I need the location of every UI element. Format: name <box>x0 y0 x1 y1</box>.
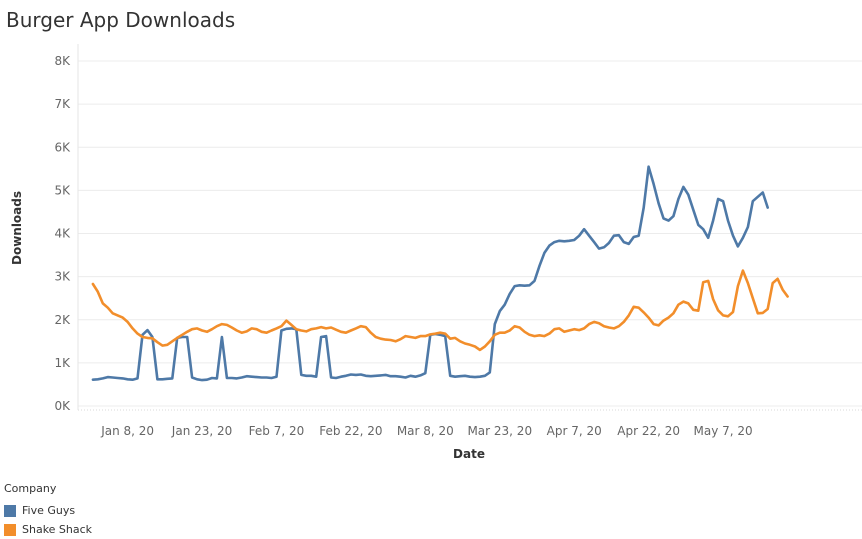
legend-label: Five Guys <box>22 504 76 517</box>
legend-label: Shake Shack <box>22 523 93 536</box>
y-tick-label: 6K <box>54 140 71 154</box>
y-tick-label: 1K <box>54 356 71 370</box>
x-tick-label: Mar 8, 20 <box>397 424 454 438</box>
x-tick-label: May 7, 20 <box>693 424 752 438</box>
x-axis-ticks: Jan 8, 20 Jan 23, 20 Feb 7, 20 Feb 22, 20 Ma… <box>100 424 752 438</box>
chart-title: Burger App Downloads <box>6 8 236 32</box>
y-tick-label: 8K <box>54 54 71 68</box>
y-tick-label: 3K <box>54 270 71 284</box>
gridlines <box>77 44 862 411</box>
x-tick-label: Feb 22, 20 <box>319 424 382 438</box>
y-axis-ticks: 0K 1K 2K 3K 4K 5K 6K 7K 8K <box>54 54 71 413</box>
x-axis-title: Date <box>453 447 485 461</box>
x-tick-label: Feb 7, 20 <box>249 424 305 438</box>
series-line-shake-shack[interactable] <box>91 269 789 352</box>
legend-swatch-shake-shack <box>4 523 16 536</box>
y-tick-label: 5K <box>54 183 71 197</box>
legend-swatch-five-guys <box>4 504 16 517</box>
y-tick-label: 4K <box>54 227 71 241</box>
x-tick-label: Apr 22, 20 <box>617 424 680 438</box>
series-line-five-guys[interactable] <box>91 165 770 382</box>
x-tick-label: Jan 23, 20 <box>171 424 232 438</box>
series-lines <box>91 165 789 382</box>
x-tick-label: Jan 8, 20 <box>100 424 154 438</box>
x-tick-label: Apr 7, 20 <box>547 424 602 438</box>
legend: Company Five Guys Shake Shack <box>4 482 92 539</box>
y-axis-title: Downloads <box>10 191 24 265</box>
x-tick-label: Mar 23, 20 <box>467 424 532 438</box>
legend-title: Company <box>4 482 57 495</box>
y-tick-label: 2K <box>54 313 71 327</box>
y-tick-label: 7K <box>54 97 71 111</box>
y-tick-label: 0K <box>54 399 71 413</box>
legend-item-shake-shack[interactable]: Shake Shack <box>4 520 92 539</box>
line-chart: 0K 1K 2K 3K 4K 5K 6K 7K 8K Jan 8, 20 Jan 23, 20 Fe… <box>10 44 862 461</box>
legend-item-five-guys[interactable]: Five Guys <box>4 501 92 520</box>
